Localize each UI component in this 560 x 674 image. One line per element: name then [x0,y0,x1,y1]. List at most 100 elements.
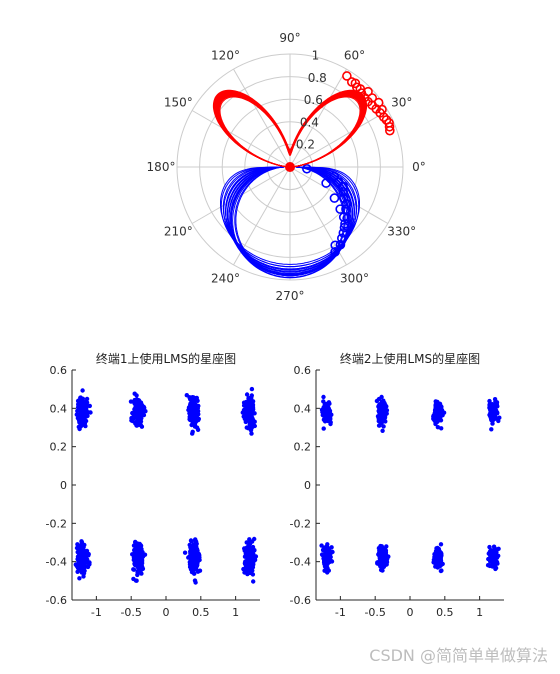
constellation-point [433,564,438,569]
constellation-point [81,562,87,567]
constellation-point [251,579,256,584]
polar-blue-marker [338,181,348,192]
constellation-point [494,547,500,552]
constellation-point [379,418,385,423]
constellation-point [190,417,195,422]
constellation-point [433,421,438,427]
constellation-point [244,565,249,570]
y-tick-label: -0.2 [46,517,67,530]
polar-red-marker [367,93,378,103]
polar-angle-tick-label: 150° [164,96,193,110]
constellation-point [374,398,380,404]
constellation-point [81,412,86,417]
constellation-point [325,408,330,413]
constellation-point [325,556,330,561]
polar-blue-curve [232,166,348,278]
constellation-point [190,553,195,558]
constellation-point [381,400,386,405]
constellation-plot-terminal-2: 终端2上使用LMS的星座图 -0.6 -0.4 -0.2 0 0.2 0.4 0.6 -1 -0.… [290,351,504,619]
constellation-point [194,419,199,424]
constellation-point [76,414,82,420]
constellation-point [245,554,251,559]
constellation-point [382,413,387,418]
constellation-point [495,404,500,409]
constellation-point [77,576,82,581]
y-tick-label: 0.6 [50,364,68,377]
polar-r-tick-label: 0.6 [304,93,323,107]
constellation-point [80,416,86,421]
constellation-point [487,402,492,407]
constellation-point [76,556,81,561]
polar-blue-curve [220,166,360,265]
constellation-point [134,393,139,398]
constellation-point [323,402,328,407]
constellation-point [319,543,324,548]
constellation-point [134,544,140,549]
polar-blue-curve [223,166,357,270]
constellation-point [78,424,84,429]
constellation-point [249,386,255,392]
polar-angle-tick-label: 0° [412,160,426,174]
constellation-point [249,431,254,436]
constellation-point [128,399,134,404]
constellation-point [193,539,199,544]
polar-center-dot [285,162,295,172]
constellation-point [247,566,252,572]
constellation-point [381,424,386,429]
polar-red-marker [342,71,352,81]
constellation-point [433,558,438,563]
polar-red-marker [384,121,395,132]
constellation-point [436,409,442,414]
y-tick-label: 0.2 [294,441,312,454]
constellation-point [244,540,249,545]
polar-blue-marker [338,187,349,197]
constellation-point [136,398,142,403]
y-tick-label: -0.4 [46,556,67,569]
polar-red-marker [373,97,384,108]
constellation-point [249,402,254,408]
constellation-point [376,403,381,409]
constellation-point [497,415,502,420]
polar-grid-spoke [289,110,389,168]
constellation-point [378,559,384,564]
constellation-point [84,396,90,402]
constellation-point [489,406,495,412]
constellation-point [244,399,249,405]
polar-blue-marker [337,233,347,244]
polar-angle-tick-label: 30° [391,96,412,110]
constellation-point [244,403,250,408]
constellation-point [435,425,441,430]
constellation-point [487,549,493,554]
x-tick-label: 0.5 [192,606,210,619]
polar-angle-tick-label: 210° [164,225,193,239]
constellation-point [133,578,139,583]
constellation-point [87,403,93,409]
constellation-point [138,553,143,558]
constellation-point [139,559,145,565]
constellation-point [248,561,253,566]
constellation-point [489,427,494,432]
x-tick-label: 1 [232,606,239,619]
constellation-point [493,399,498,404]
constellation-point [135,572,140,578]
polar-blue-marker [335,239,346,250]
constellation-point [182,550,188,555]
constellation-point [250,399,256,404]
constellation-point [250,407,255,412]
constellation-point [324,547,329,552]
polar-blue-marker [338,228,349,238]
constellation-point [384,404,389,409]
polar-red-marker [385,125,395,136]
polar-angle-tick-label: 270° [276,289,305,303]
constellation-point [134,551,139,557]
constellation-point [248,428,254,433]
constellation-point [78,560,83,566]
constellation-point [329,559,335,564]
polar-plot: 0° 30° 60° 90° 120° 150° 180° 210° 240° 270° 300° 3… [147,31,426,303]
constellation-point [381,407,387,413]
constellation-point [377,412,382,417]
constellation-point [490,557,495,562]
constellation-point [83,404,88,409]
constellation-point [136,556,141,561]
polar-angle-tick-label: 120° [211,48,240,62]
